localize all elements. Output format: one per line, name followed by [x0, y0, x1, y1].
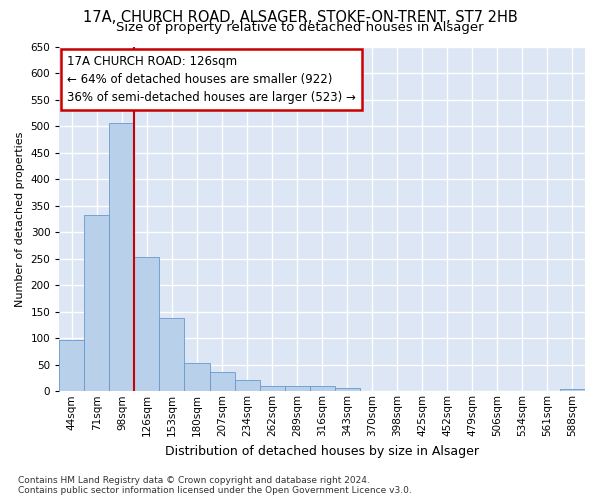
Bar: [260, 386, 284, 392]
Text: Size of property relative to detached houses in Alsager: Size of property relative to detached ho…: [116, 22, 484, 35]
Bar: [109, 124, 134, 392]
Text: 17A, CHURCH ROAD, ALSAGER, STOKE-ON-TRENT, ST7 2HB: 17A, CHURCH ROAD, ALSAGER, STOKE-ON-TREN…: [83, 10, 517, 25]
Bar: [85, 214, 109, 392]
Text: 17A CHURCH ROAD: 126sqm
← 64% of detached houses are smaller (922)
36% of semi-d: 17A CHURCH ROAD: 126sqm ← 64% of detache…: [67, 55, 356, 104]
X-axis label: Distribution of detached houses by size in Alsager: Distribution of detached houses by size …: [165, 444, 479, 458]
Bar: [235, 380, 260, 392]
Bar: [59, 340, 85, 392]
Bar: [134, 256, 160, 392]
Text: Contains public sector information licensed under the Open Government Licence v3: Contains public sector information licen…: [18, 486, 412, 495]
Bar: [335, 388, 360, 392]
Bar: [184, 363, 209, 392]
Bar: [284, 386, 310, 392]
Bar: [160, 318, 184, 392]
Bar: [310, 386, 335, 392]
Bar: [209, 372, 235, 392]
Bar: [560, 388, 585, 392]
Y-axis label: Number of detached properties: Number of detached properties: [15, 131, 25, 306]
Text: Contains HM Land Registry data © Crown copyright and database right 2024.: Contains HM Land Registry data © Crown c…: [18, 476, 370, 485]
